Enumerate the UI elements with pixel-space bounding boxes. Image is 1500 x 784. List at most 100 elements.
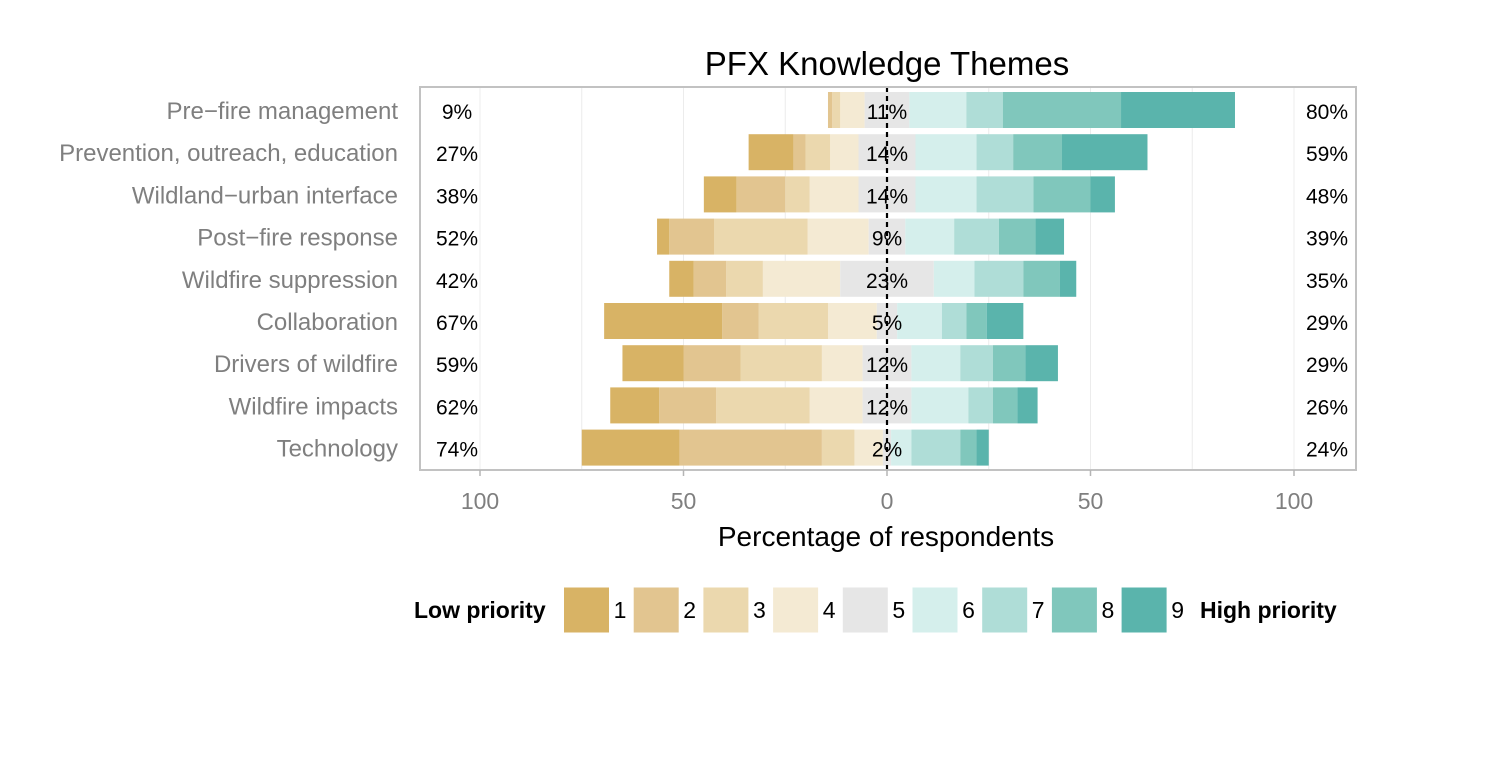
bar-segment [1013,134,1063,171]
bar-segment [966,303,987,339]
category-label: Post−fire response [197,225,398,252]
bar-segment [703,176,737,213]
center-percent-label: 11% [867,101,907,124]
panel-border [419,86,1357,471]
legend-swatch [842,587,888,633]
legend-low-label: Low priority [414,597,546,623]
left-percent-label: 27% [436,143,478,166]
bar-segment [693,260,727,297]
bar-segment [793,134,806,171]
legend-swatch [1051,587,1097,633]
bar-segment [1062,134,1148,171]
bar-segment [827,92,833,128]
right-percent-label: 80% [1306,101,1348,124]
legend-swatch [703,587,749,633]
bar-segment [604,303,723,339]
x-tick-label: 100 [461,488,499,514]
bar-segment [1090,176,1115,213]
legend-level-label: 6 [962,597,975,623]
left-percent-label: 59% [436,354,478,377]
bar-segment [1035,218,1065,255]
legend-swatch [1121,587,1167,633]
bar-segment [954,218,999,255]
left-percent-label: 67% [436,312,478,335]
right-percent-label: 29% [1306,354,1348,377]
legend-level-label: 9 [1171,597,1184,623]
bar-segment [1025,345,1058,382]
bar-segment [679,429,822,466]
bar-segment [821,345,863,382]
right-percent-label: 24% [1306,439,1348,462]
bar-segment [909,92,967,128]
bar-segment [714,218,808,255]
left-percent-label: 9% [442,101,472,124]
legend-swatch [773,587,819,633]
bar-segment [1002,92,1122,128]
bar-segment [832,92,841,128]
bar-segment [748,134,794,171]
category-label: Pre−fire management [167,98,399,125]
legend-level-label: 1 [614,597,627,623]
right-percent-label: 35% [1306,270,1348,293]
bar-segment [736,176,786,213]
legend-level-label: 8 [1102,597,1115,623]
bar-segment [1017,387,1038,424]
x-axis-title: Percentage of respondents [718,521,1054,552]
right-percent-label: 29% [1306,312,1348,335]
bar-segment [1121,92,1235,128]
legend-swatch [564,587,609,633]
bar-segment [933,260,975,297]
bar-segment [941,303,967,339]
left-percent-label: 52% [436,228,478,251]
bar-segment [891,429,912,466]
chart-title: PFX Knowledge Themes [705,45,1069,82]
bars-layer [581,92,1235,466]
bar-segment [968,387,993,424]
bar-segment [758,303,828,339]
legend-swatch [982,587,1028,633]
category-label: Wildfire suppression [182,267,398,294]
legend-high-label: High priority [1200,597,1337,623]
bar-segment [622,345,684,382]
bar-segment [966,92,1003,128]
bar-segment [992,345,1026,382]
bar-segment [610,387,660,424]
bar-segment [809,387,863,424]
bar-segment [740,345,822,382]
bar-segment [976,134,1014,171]
bar-segment [915,134,977,171]
bar-segment [762,260,841,297]
x-tick-label: 0 [881,488,894,514]
x-tick-label: 100 [1275,488,1313,514]
bar-segment [960,345,993,382]
bar-segment [807,218,869,255]
bar-segment [809,176,859,213]
bar-segment [905,218,955,255]
bar-segment [911,345,961,382]
bar-segment [805,134,831,171]
bar-segment [683,345,741,382]
bar-segment [1033,176,1091,213]
right-percent-label: 48% [1306,185,1348,208]
left-percent-label: 74% [436,439,478,462]
bar-segment [911,429,961,466]
bar-segment [1023,260,1060,297]
legend-level-label: 7 [1032,597,1045,623]
bar-segment [827,303,877,339]
bar-segment [854,429,883,466]
bar-segment [976,176,1034,213]
right-percent-label: 26% [1306,396,1348,419]
bar-segment [974,260,1024,297]
bar-segment [581,429,680,466]
legend-level-label: 3 [753,597,766,623]
center-percent-label: 12% [866,354,908,377]
labels-layer: Pre−fire management 9% 11% 80% Prevention, o… [59,98,1348,463]
bar-segment [669,218,715,255]
bar-segment [659,387,717,424]
legend-level-label: 4 [823,597,836,623]
bar-segment [897,303,942,339]
category-label: Collaboration [257,309,398,336]
x-tick-label: 50 [1078,488,1104,514]
category-label: Technology [277,436,398,463]
